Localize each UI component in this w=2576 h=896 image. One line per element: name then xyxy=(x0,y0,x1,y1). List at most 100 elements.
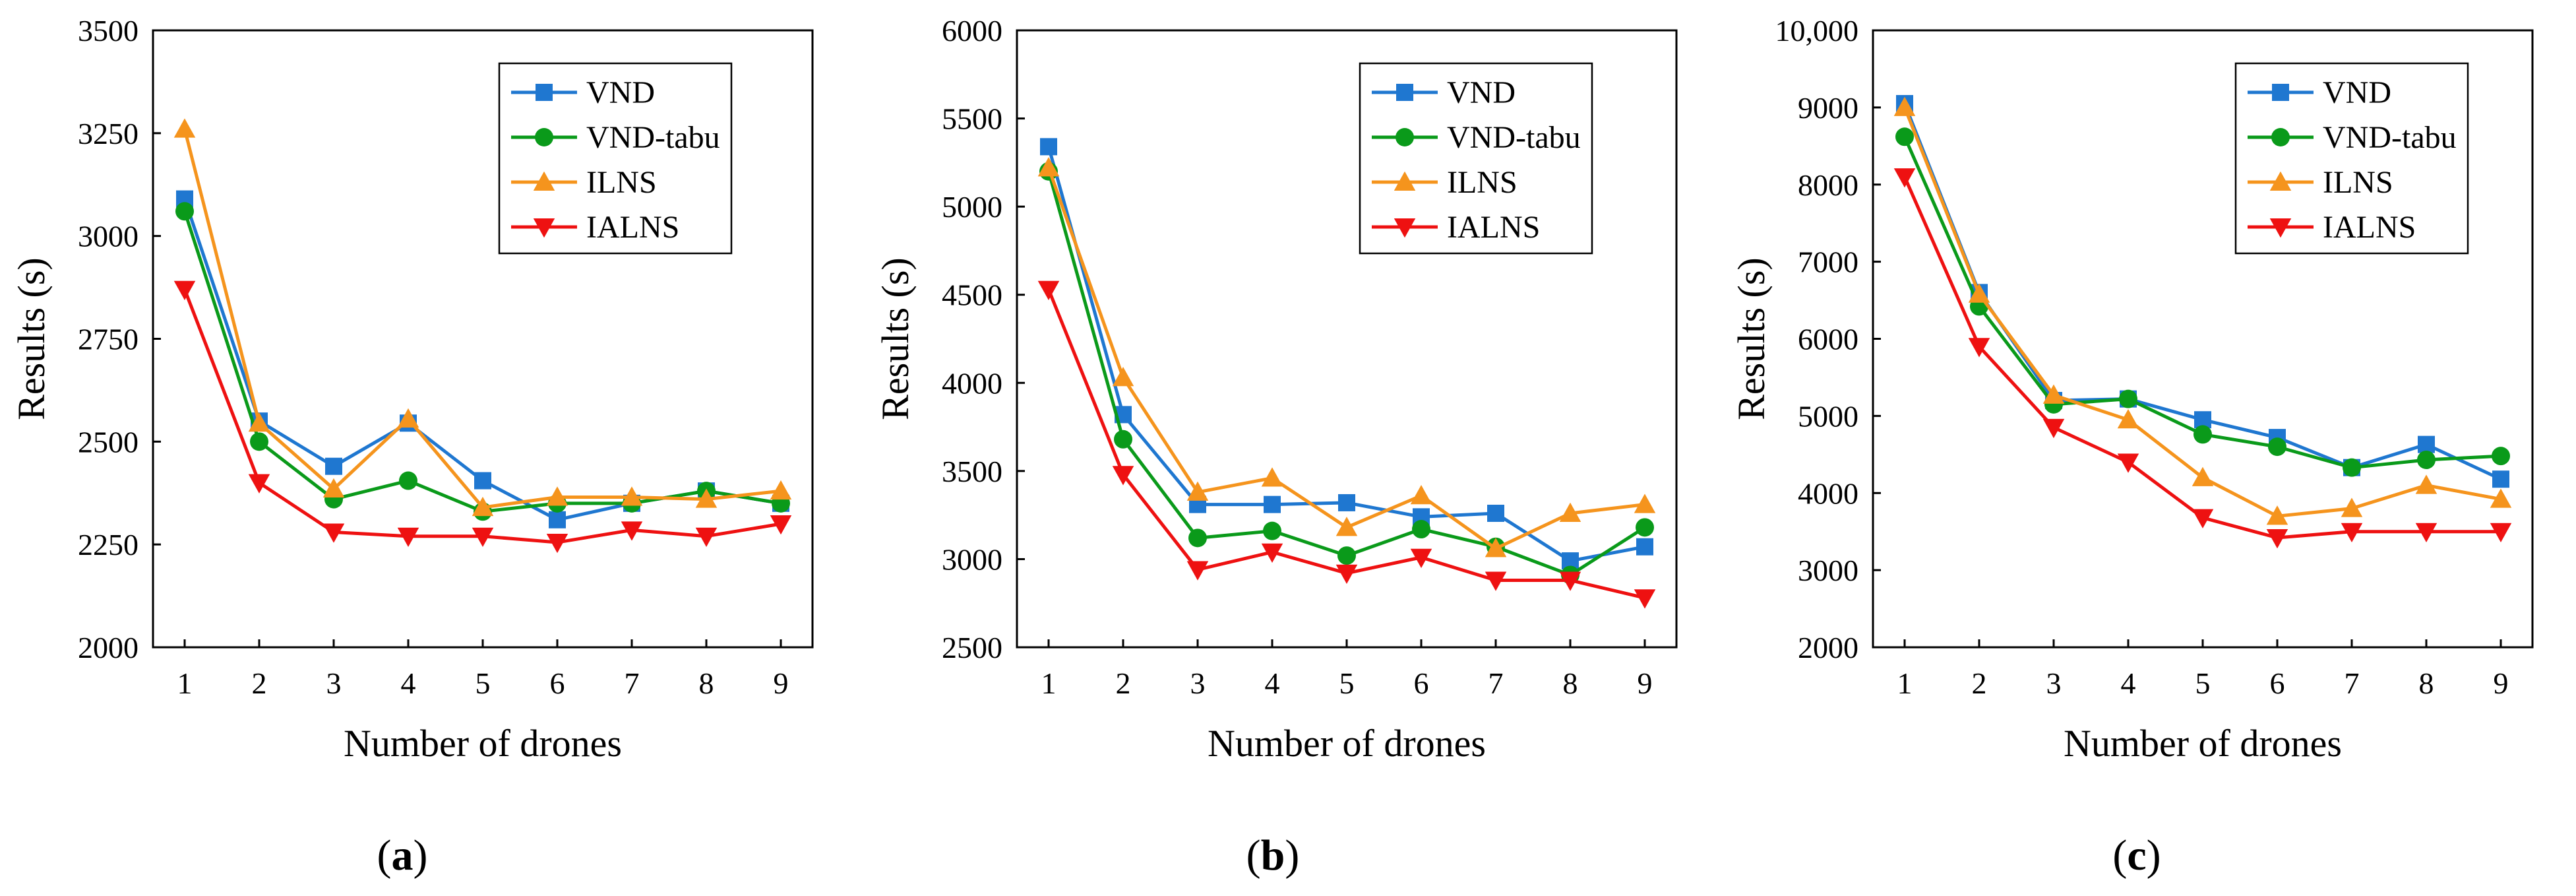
legend-marker xyxy=(2271,128,2290,146)
legend-marker xyxy=(2269,218,2292,238)
x-tick-label: 9 xyxy=(2494,666,2509,700)
data-point xyxy=(770,515,792,535)
legend-label: VND xyxy=(2323,75,2391,110)
series-ialns xyxy=(1893,168,2512,549)
data-point xyxy=(546,486,568,506)
legend: VND VND-tabu ILNS IALNS xyxy=(1359,62,1593,255)
data-point xyxy=(549,511,566,528)
x-tick-label: 7 xyxy=(2345,666,2360,700)
data-point xyxy=(1412,520,1430,539)
data-point xyxy=(1261,543,1283,563)
chart-panel-a: 2000 2250 2500 2750 3000 3250 3500 1 2 3 4 5 6 7 8 9 Num… xyxy=(10,14,814,880)
data-point xyxy=(1410,548,1432,569)
data-point xyxy=(546,534,568,554)
legend-marker xyxy=(2269,171,2292,191)
data-point xyxy=(2042,418,2065,439)
data-point xyxy=(399,471,417,490)
data-point xyxy=(1112,466,1134,486)
legend-label: VND xyxy=(586,75,655,110)
data-point xyxy=(1893,168,1916,188)
legend-marker xyxy=(533,171,555,191)
data-point xyxy=(173,118,196,138)
legend: VND VND-tabu ILNS IALNS xyxy=(498,62,733,255)
x-tick-label: 5 xyxy=(2195,666,2211,700)
legend-label: VND-tabu xyxy=(586,120,720,155)
y-tick-label: 8000 xyxy=(1798,168,1858,202)
data-point xyxy=(1335,564,1358,585)
data-point xyxy=(1485,538,1507,558)
series-vnd-tabu xyxy=(1039,162,1654,585)
data-point xyxy=(250,432,268,451)
data-point xyxy=(1264,496,1281,513)
caption-letter: b xyxy=(1261,831,1285,880)
data-point xyxy=(2415,523,2438,542)
legend-marker xyxy=(1394,218,1416,238)
x-tick-label: 7 xyxy=(625,666,640,700)
x-tick-label: 2 xyxy=(1972,666,1987,700)
x-tick-label: 7 xyxy=(1488,666,1504,700)
data-point xyxy=(1895,127,1914,146)
y-tick-label: 2000 xyxy=(78,631,138,664)
data-point xyxy=(1186,561,1209,581)
data-point xyxy=(1338,494,1355,511)
x-axis-title: Number of drones xyxy=(2064,722,2342,765)
data-point xyxy=(2193,425,2212,444)
data-point xyxy=(2417,450,2436,469)
data-point xyxy=(472,496,494,517)
caption-letter: c xyxy=(2127,831,2146,880)
data-point xyxy=(1037,157,1060,177)
x-tick-label: 6 xyxy=(1414,666,1429,700)
y-tick-label: 5000 xyxy=(1798,399,1858,433)
x-tick-label: 3 xyxy=(2046,666,2062,700)
x-axis-title: Number of drones xyxy=(1208,722,1486,765)
data-point xyxy=(2266,505,2288,525)
y-tick-label: 2750 xyxy=(78,323,138,356)
data-point xyxy=(1186,481,1209,501)
data-point xyxy=(2268,437,2286,457)
data-point xyxy=(1968,283,1990,303)
data-point xyxy=(1040,138,1057,156)
data-point xyxy=(2117,453,2139,473)
data-point xyxy=(1559,502,1581,522)
data-point xyxy=(2415,474,2438,494)
legend-label: VND xyxy=(1447,75,1516,110)
x-tick-label: 2 xyxy=(252,666,267,700)
data-point xyxy=(2192,466,2214,486)
data-point xyxy=(2341,497,2363,517)
data-point xyxy=(397,408,419,428)
caption-letter: a xyxy=(392,831,414,880)
x-tick-label: 4 xyxy=(2121,666,2136,700)
legend-marker xyxy=(533,218,555,238)
panel-caption: (b) xyxy=(1246,831,1300,880)
legend-marker xyxy=(1395,128,1414,146)
y-tick-label: 3000 xyxy=(942,542,1002,576)
data-point xyxy=(1968,338,1990,358)
series-vnd-tabu xyxy=(1895,127,2510,477)
data-point xyxy=(1037,280,1060,300)
x-tick-label: 8 xyxy=(1563,666,1578,700)
legend-label: VND-tabu xyxy=(2323,120,2457,155)
y-tick-label: 4000 xyxy=(942,366,1002,400)
y-tick-label: 6000 xyxy=(942,14,1002,48)
data-point xyxy=(173,280,196,300)
data-point xyxy=(2117,408,2139,429)
data-point xyxy=(1337,546,1356,565)
legend-label: IALNS xyxy=(1447,210,1540,245)
data-point xyxy=(621,486,643,506)
data-point xyxy=(2192,509,2214,528)
data-point xyxy=(695,527,718,547)
x-tick-label: 1 xyxy=(177,666,193,700)
data-point xyxy=(1112,367,1134,387)
data-point xyxy=(2490,523,2512,542)
data-point xyxy=(1634,494,1656,513)
y-tick-label: 3250 xyxy=(78,117,138,150)
data-point xyxy=(397,527,419,547)
x-tick-label: 4 xyxy=(401,666,416,700)
data-point xyxy=(248,412,270,432)
series-line xyxy=(183,210,782,513)
legend-label: ILNS xyxy=(586,165,657,200)
data-point xyxy=(1559,571,1581,591)
y-tick-label: 3000 xyxy=(78,220,138,253)
legend-label: VND-tabu xyxy=(1447,120,1581,155)
